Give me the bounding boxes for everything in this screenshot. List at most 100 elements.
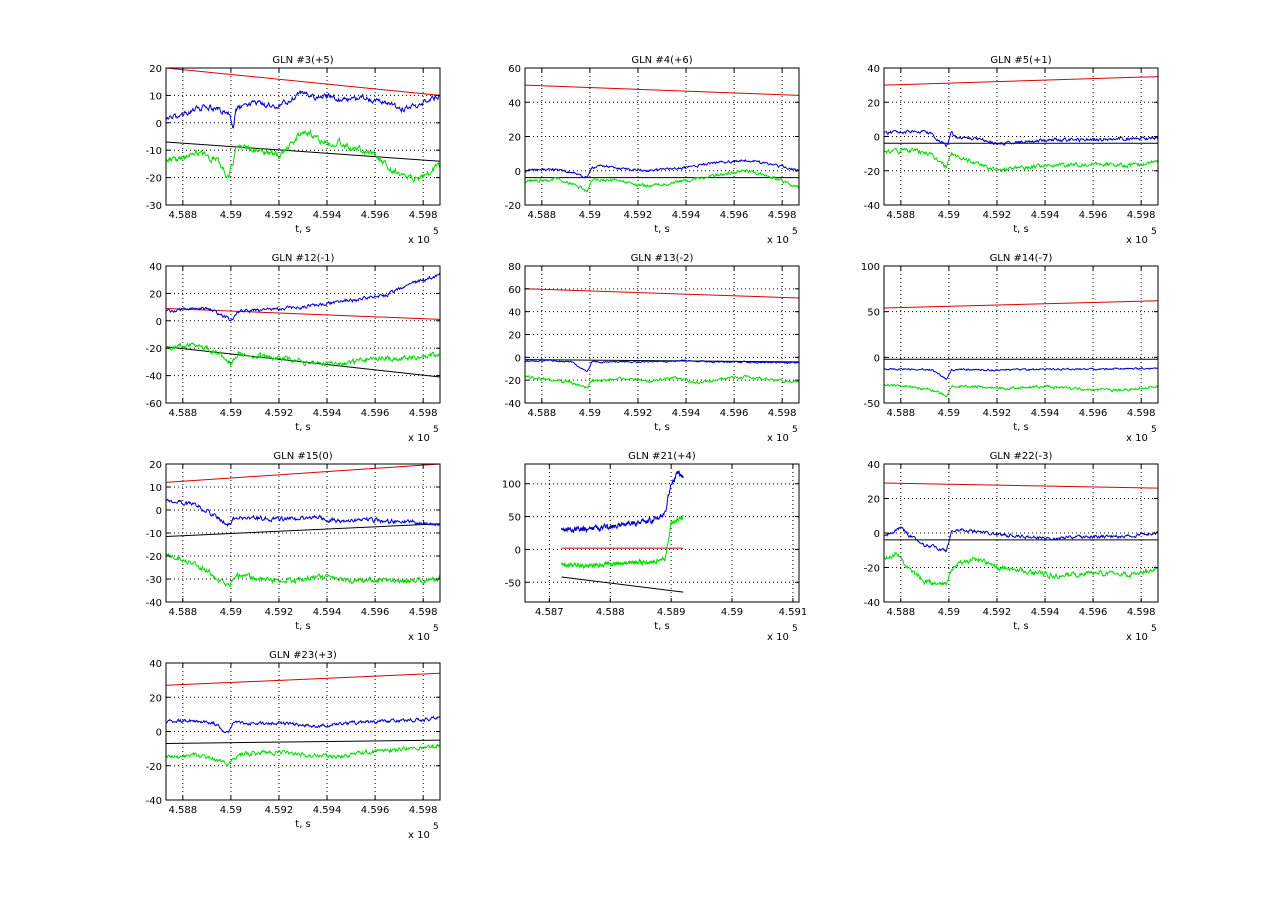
x-tick-label: 4.598 <box>1127 607 1156 618</box>
x-tick-label: 4.594 <box>313 805 342 816</box>
axes-background <box>884 266 1158 403</box>
y-tick-label: 40 <box>867 64 880 75</box>
y-tick-label: -20 <box>146 344 162 355</box>
axes-background <box>166 68 440 205</box>
series-blue-line <box>166 89 440 129</box>
subplot-title: GLN #23(+3) <box>269 650 337 661</box>
x-exponent: 5 <box>792 624 798 634</box>
series-blue-line <box>884 367 1158 381</box>
x-tick-label: 4.594 <box>313 607 342 618</box>
x-axis-label: t, s <box>654 224 670 235</box>
y-tick-label: 20 <box>149 289 162 300</box>
y-tick-label: -50 <box>864 399 880 410</box>
axes-frame <box>165 265 441 404</box>
y-tick-label: 0 <box>156 728 162 739</box>
subplot-title: GLN #13(-2) <box>631 253 694 264</box>
series-red-line <box>525 84 799 96</box>
x-tick-label: 4.592 <box>265 408 294 419</box>
subplot-8: 4.587 4.588 4.589 4.59 4.591 -50 0 50 100 GLN #21… <box>502 451 807 643</box>
series-red-line <box>884 300 1158 309</box>
series-red-line <box>884 76 1158 86</box>
subplot-title: GLN #22(-3) <box>990 451 1053 462</box>
series-blue-line <box>884 526 1158 553</box>
y-tick-label: -20 <box>146 762 162 773</box>
y-tick-label: 10 <box>149 483 162 494</box>
x-tick-label: 4.59 <box>220 408 242 419</box>
x-multiplier: x 10 <box>767 632 789 643</box>
series-group <box>166 464 440 588</box>
series-blue-line <box>525 359 799 373</box>
y-tick-label: -30 <box>146 575 162 586</box>
x-axis-label: t, s <box>295 224 311 235</box>
x-axis-label: t, s <box>654 422 670 433</box>
y-tick-label: 40 <box>149 262 162 273</box>
y-tick-label: -10 <box>146 146 162 157</box>
x-tick-label: 4.59 <box>220 805 242 816</box>
x-tick-label: 4.598 <box>409 210 438 221</box>
y-tick-label: 0 <box>515 167 521 178</box>
subplot-9: 4.588 4.59 4.592 4.594 4.596 4.598 -40 -20 0 20 40… <box>864 451 1159 643</box>
x-tick-label: 4.594 <box>313 408 342 419</box>
y-tick-label: 100 <box>861 262 880 273</box>
series-green-line <box>525 374 799 389</box>
y-tick-label: 0 <box>515 545 521 556</box>
y-tick-label: -20 <box>864 564 880 575</box>
x-tick-label: 4.588 <box>169 210 198 221</box>
series-green-line <box>884 383 1158 398</box>
series-blue-line <box>166 498 440 528</box>
y-tick-label: -40 <box>146 598 162 609</box>
x-tick-label: 4.596 <box>1079 607 1108 618</box>
x-tick-label: 4.592 <box>983 607 1012 618</box>
series-blue-line <box>166 272 440 322</box>
x-tick-label: 4.592 <box>265 210 294 221</box>
y-tick-label: 50 <box>867 308 880 319</box>
x-tick-label: 4.596 <box>361 408 390 419</box>
x-tick-label: 4.594 <box>1031 607 1060 618</box>
axes-background <box>166 266 440 403</box>
x-tick-label: 4.59 <box>220 210 242 221</box>
x-axis-label: t, s <box>295 422 311 433</box>
series-blue-line <box>561 470 684 533</box>
y-tick-label: 20 <box>149 64 162 75</box>
x-tick-label: 4.596 <box>1079 408 1108 419</box>
x-tick-label: 4.596 <box>361 607 390 618</box>
subplot-title: GLN #4(+6) <box>631 55 692 66</box>
x-tick-label: 4.596 <box>361 805 390 816</box>
series-red-line <box>166 68 440 96</box>
x-tick-label: 4.598 <box>409 607 438 618</box>
x-axis-label: t, s <box>654 621 670 632</box>
x-axis-label: t, s <box>1013 422 1029 433</box>
y-tick-label: 50 <box>508 513 521 524</box>
subplot-6: 4.588 4.59 4.592 4.594 4.596 4.598 -50 0 50 100 GL… <box>861 253 1159 444</box>
x-tick-label: 4.596 <box>1079 210 1108 221</box>
x-tick-label: 4.596 <box>361 210 390 221</box>
series-red-line <box>166 672 440 686</box>
x-multiplier: x 10 <box>1126 235 1148 246</box>
series-group <box>884 76 1158 174</box>
y-tick-label: -50 <box>505 578 521 589</box>
x-tick-label: 4.592 <box>983 210 1012 221</box>
x-tick-label: 4.591 <box>779 607 808 618</box>
y-tick-label: -20 <box>864 167 880 178</box>
y-tick-label: 40 <box>508 308 521 319</box>
y-tick-label: -40 <box>146 372 162 383</box>
x-tick-label: 4.588 <box>528 408 557 419</box>
x-tick-label: 4.588 <box>169 805 198 816</box>
y-tick-label: -20 <box>146 552 162 563</box>
y-tick-label: 0 <box>156 317 162 328</box>
series-group <box>525 288 799 389</box>
y-tick-label: 10 <box>149 91 162 102</box>
series-green-line <box>561 514 684 570</box>
y-tick-label: -30 <box>146 201 162 212</box>
y-tick-label: -20 <box>505 376 521 387</box>
series-group <box>884 482 1158 587</box>
x-tick-label: 4.594 <box>313 210 342 221</box>
x-exponent: 5 <box>1151 624 1157 634</box>
x-tick-label: 4.598 <box>768 210 797 221</box>
y-tick-label: 0 <box>874 133 880 144</box>
subplot-title: GLN #21(+4) <box>628 451 696 462</box>
y-tick-label: 20 <box>149 693 162 704</box>
axes-frame <box>524 463 800 603</box>
x-tick-label: 4.592 <box>624 408 653 419</box>
series-group <box>525 84 799 193</box>
